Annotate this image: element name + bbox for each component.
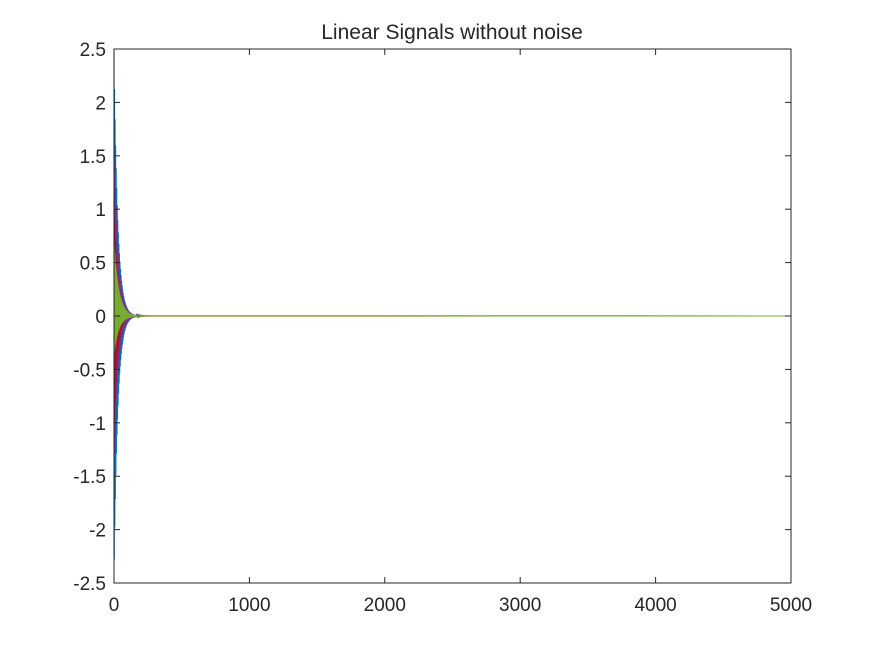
- axes-layer: 0 1000 2000 3000 4000 5000 2.5 2 1.5 1 0.5 0 -0.5 -1 -…: [73, 40, 812, 616]
- x-tick-label: 3000: [499, 595, 541, 616]
- y-tick-label: 1.5: [80, 147, 106, 168]
- y-tick-label: -0.5: [73, 360, 106, 381]
- y-tick-label: -1: [89, 414, 106, 435]
- y-tick-label: 2: [95, 93, 106, 114]
- x-tick-label: 0: [109, 595, 120, 616]
- x-tick-label: 5000: [770, 595, 812, 616]
- x-tick-label: 1000: [228, 595, 270, 616]
- y-tick-label: 0.5: [80, 254, 106, 275]
- y-tick-label: -2.5: [73, 574, 106, 595]
- y-tick-label: 2.5: [80, 40, 106, 61]
- chart-title: Linear Signals without noise: [321, 21, 583, 44]
- y-tick-label: 0: [95, 307, 106, 328]
- x-tick-label: 4000: [634, 595, 676, 616]
- series-layer: [113, 54, 792, 560]
- x-tick-label: 2000: [364, 595, 406, 616]
- y-tick-label: -2: [89, 521, 106, 542]
- y-tick-label: 1: [95, 200, 106, 221]
- y-tick-label: -1.5: [73, 467, 106, 488]
- series-line-5: [113, 241, 792, 353]
